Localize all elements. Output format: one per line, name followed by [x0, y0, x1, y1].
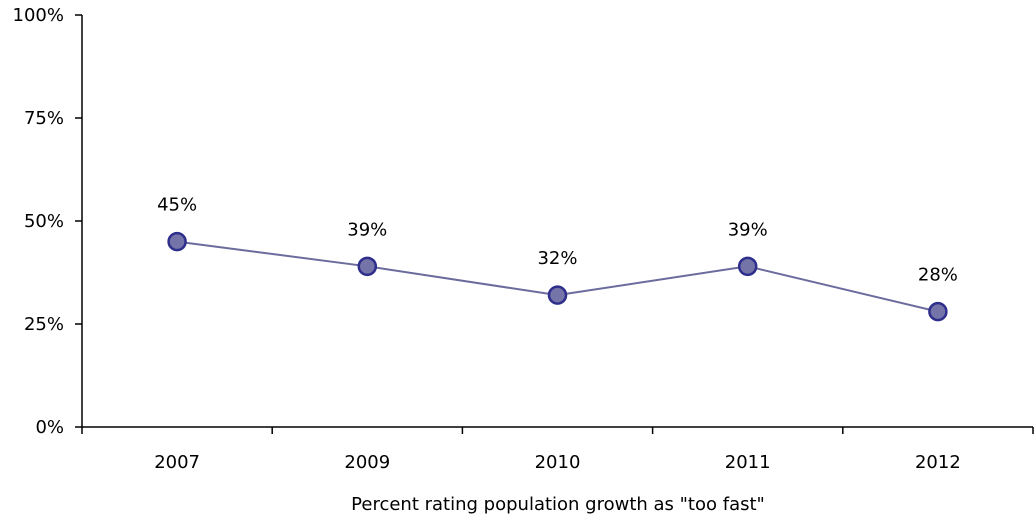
y-tick-label: 50% [24, 211, 64, 232]
data-label: 28% [918, 265, 958, 286]
data-point [737, 256, 758, 277]
data-point [928, 301, 948, 322]
data-point [357, 256, 378, 277]
axes [81, 15, 1033, 428]
data-label: 32% [537, 248, 577, 269]
data-point [167, 231, 187, 252]
data-label: 39% [347, 219, 387, 240]
series-group: 45% 39% 32% 39% 28% [157, 195, 958, 322]
x-tick-label: 2010 [535, 452, 581, 473]
x-tick-label: 2012 [915, 452, 961, 473]
data-label: 39% [728, 219, 768, 240]
y-tick-label: 75% [24, 108, 64, 129]
data-point [547, 285, 568, 305]
data-label: 45% [157, 195, 197, 216]
x-axis-title: Percent rating population growth as "too… [351, 494, 765, 515]
x-tick-label: 2007 [154, 452, 200, 473]
x-axis-ticks: 2007 2009 2010 2011 2012 [81, 427, 1034, 473]
y-tick-label: 25% [24, 314, 64, 335]
x-tick-label: 2011 [725, 452, 771, 473]
y-tick-label: 100% [13, 5, 64, 26]
x-tick-label: 2009 [344, 452, 390, 473]
y-tick-label: 0% [35, 417, 64, 438]
y-axis-ticks: 0% 25% 50% 75% 100% [13, 5, 82, 438]
